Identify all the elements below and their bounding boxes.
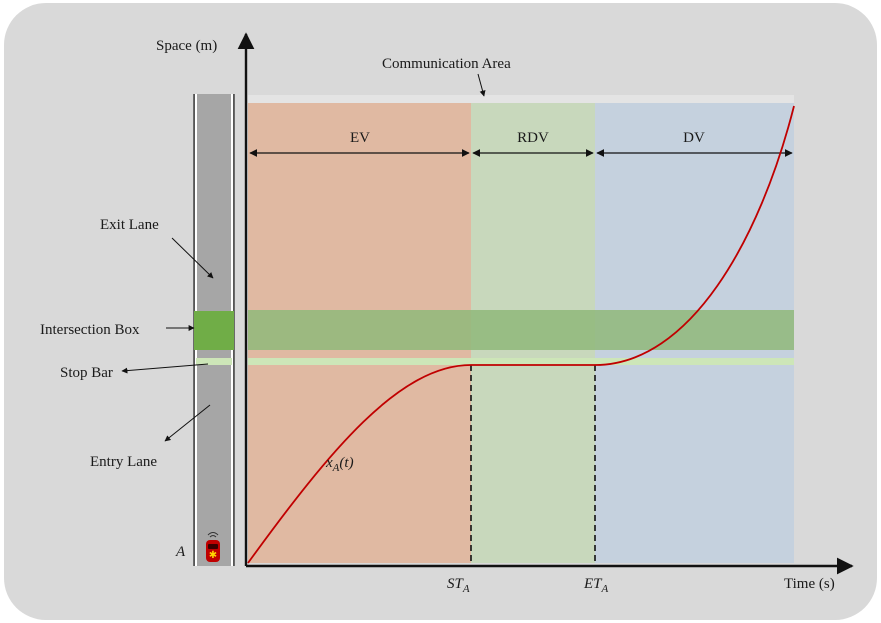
stop-bar-band bbox=[248, 358, 794, 365]
zone-rdv-label: RDV bbox=[517, 130, 549, 146]
zone-dv-label: DV bbox=[683, 130, 705, 146]
exit-lane-label: Exit Lane bbox=[100, 217, 159, 233]
communication-area-label: Communication Area bbox=[382, 56, 511, 72]
zone-ev-label: EV bbox=[350, 130, 370, 146]
communication-area-bar bbox=[248, 95, 794, 103]
intersection-box bbox=[194, 311, 234, 350]
et-label: ETA bbox=[583, 576, 609, 595]
car-icon: ✱ bbox=[206, 532, 220, 562]
stop-bar-label: Stop Bar bbox=[60, 365, 113, 381]
communication-area-arrow bbox=[477, 73, 486, 97]
st-label: STA bbox=[447, 576, 470, 595]
trajectory-curve bbox=[247, 105, 795, 564]
svg-text:✱: ✱ bbox=[209, 550, 217, 561]
entry-lane-label: Entry Lane bbox=[90, 454, 157, 470]
intersection-band bbox=[248, 310, 794, 350]
stop-bar-arrow bbox=[121, 363, 209, 374]
entry-lane-arrow bbox=[164, 404, 211, 442]
intersection-box-label: Intersection Box bbox=[40, 322, 140, 338]
y-axis-label: Space (m) bbox=[156, 38, 217, 54]
vehicle-label: A bbox=[175, 544, 186, 560]
stop-bar bbox=[196, 358, 232, 365]
trajectory-label: xA(t) bbox=[325, 455, 354, 474]
x-axis-label: Time (s) bbox=[784, 576, 835, 592]
exit-lane-arrow bbox=[171, 237, 214, 279]
